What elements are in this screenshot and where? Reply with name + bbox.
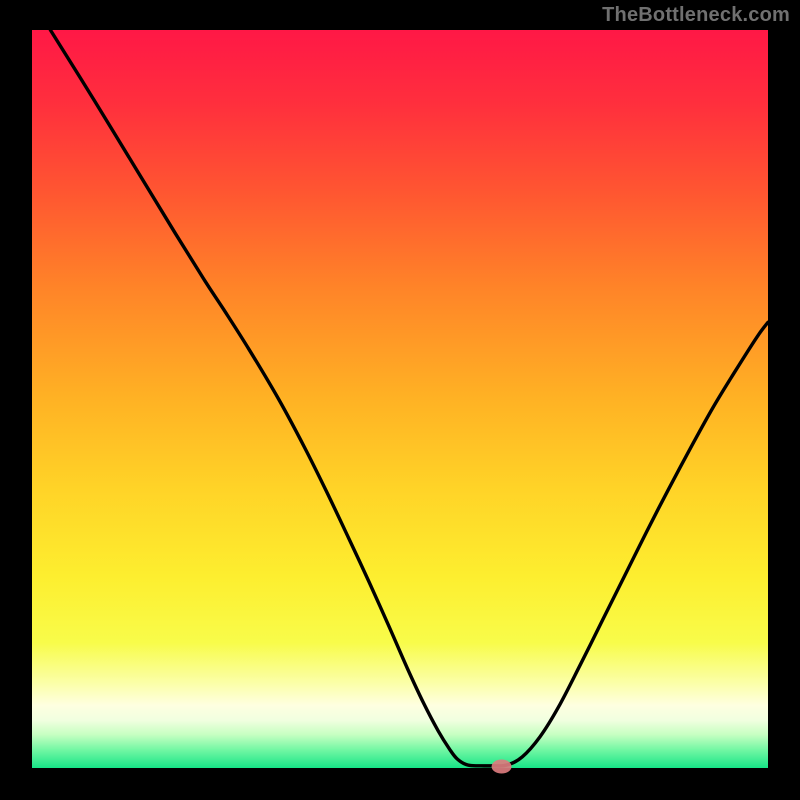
bottleneck-chart bbox=[0, 0, 800, 800]
gradient-background bbox=[32, 30, 768, 768]
chart-container: TheBottleneck.com bbox=[0, 0, 800, 800]
optimal-point-marker bbox=[492, 760, 512, 774]
watermark-text: TheBottleneck.com bbox=[602, 4, 790, 27]
